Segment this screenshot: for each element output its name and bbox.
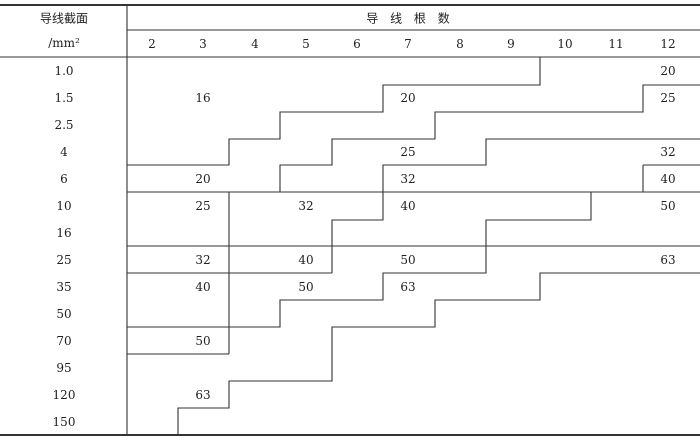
- column-header: 8: [456, 37, 464, 51]
- column-header: 9: [507, 37, 515, 51]
- row-section-label: 150: [52, 415, 76, 429]
- cell-value: 32: [298, 199, 314, 213]
- column-header: 2: [148, 37, 156, 51]
- row-section-label: 25: [56, 253, 72, 267]
- row-section-label: 35: [56, 280, 72, 294]
- cell-value: 32: [195, 253, 211, 267]
- cell-value: 50: [660, 199, 676, 213]
- cell-value: 40: [298, 253, 314, 267]
- row-header-unit: /mm²: [48, 36, 80, 50]
- cell-value: 63: [400, 280, 416, 294]
- cell-value: 16: [195, 91, 211, 105]
- column-header: 10: [557, 37, 573, 51]
- row-section-label: 50: [56, 307, 72, 321]
- cell-value: 32: [660, 145, 676, 159]
- cell-value: 40: [400, 199, 416, 213]
- cell-value: 50: [298, 280, 314, 294]
- column-header: 6: [353, 37, 361, 51]
- row-section-label: 16: [56, 226, 72, 240]
- cell-value: 25: [195, 199, 211, 213]
- cell-value: 20: [400, 91, 416, 105]
- column-header: 4: [251, 37, 259, 51]
- row-section-label: 2.5: [54, 118, 74, 132]
- cell-value: 25: [660, 91, 676, 105]
- column-header: 5: [302, 37, 310, 51]
- column-group-title: 导 线 根 数: [366, 11, 454, 26]
- cell-value: 20: [660, 64, 676, 78]
- row-section-label: 1.5: [54, 91, 74, 105]
- column-header: 3: [199, 37, 207, 51]
- column-header: 11: [608, 37, 624, 51]
- row-section-label: 10: [56, 199, 72, 213]
- row-header-title: 导线截面: [39, 11, 89, 26]
- cell-value: 32: [400, 172, 416, 186]
- row-section-label: 70: [56, 334, 72, 348]
- column-header: 7: [404, 37, 412, 51]
- row-section-label: 6: [60, 172, 68, 186]
- cell-value: 63: [195, 388, 211, 402]
- cell-value: 63: [660, 253, 676, 267]
- cell-value: 50: [195, 334, 211, 348]
- cell-value: 40: [660, 172, 676, 186]
- cell-value: 40: [195, 280, 211, 294]
- row-section-label: 120: [52, 388, 76, 402]
- cell-value: 20: [195, 172, 211, 186]
- column-header: 12: [660, 37, 676, 51]
- cell-value: 25: [400, 145, 416, 159]
- cell-value: 50: [400, 253, 416, 267]
- row-section-label: 4: [60, 145, 68, 159]
- row-section-label: 1.0: [54, 64, 74, 78]
- row-section-label: 95: [56, 361, 72, 375]
